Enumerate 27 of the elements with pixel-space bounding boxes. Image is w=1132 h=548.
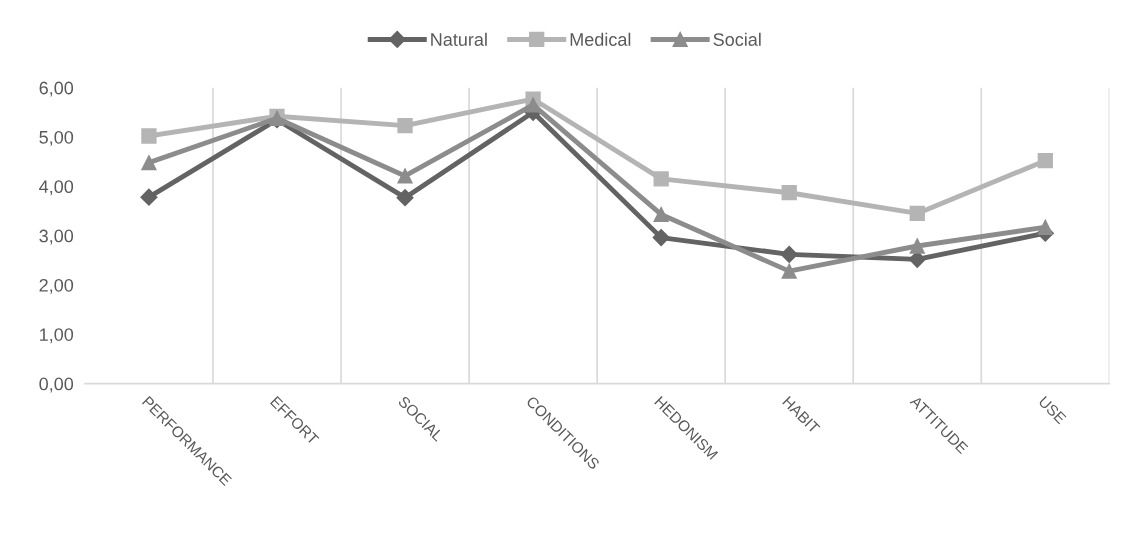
point: [525, 97, 541, 113]
point: [397, 168, 413, 184]
point: [653, 206, 669, 223]
y-tick-label: 5,00: [39, 130, 74, 146]
y-tick-label: 1,00: [40, 328, 74, 344]
point: [1037, 153, 1053, 169]
point: [396, 189, 414, 207]
point: [397, 118, 413, 134]
point: [909, 238, 925, 254]
point: [781, 263, 797, 279]
y-tick-label: 6,00: [39, 81, 74, 97]
point: [140, 188, 158, 206]
point: [1037, 219, 1053, 235]
y-tick-label: 0,00: [39, 377, 74, 393]
legend-label: Natural: [431, 32, 487, 46]
y-tick-label: 4,00: [39, 180, 74, 196]
point: [909, 205, 925, 222]
point: [781, 185, 797, 201]
point: [653, 171, 669, 187]
y-tick-label: 3,00: [39, 229, 74, 245]
legend-label: Medical: [570, 32, 631, 46]
point: [141, 128, 157, 144]
legend-label: Social: [713, 32, 761, 46]
point: [141, 155, 157, 171]
point: [780, 245, 798, 263]
y-tick-label: 2,00: [39, 278, 74, 294]
point: [652, 229, 670, 247]
